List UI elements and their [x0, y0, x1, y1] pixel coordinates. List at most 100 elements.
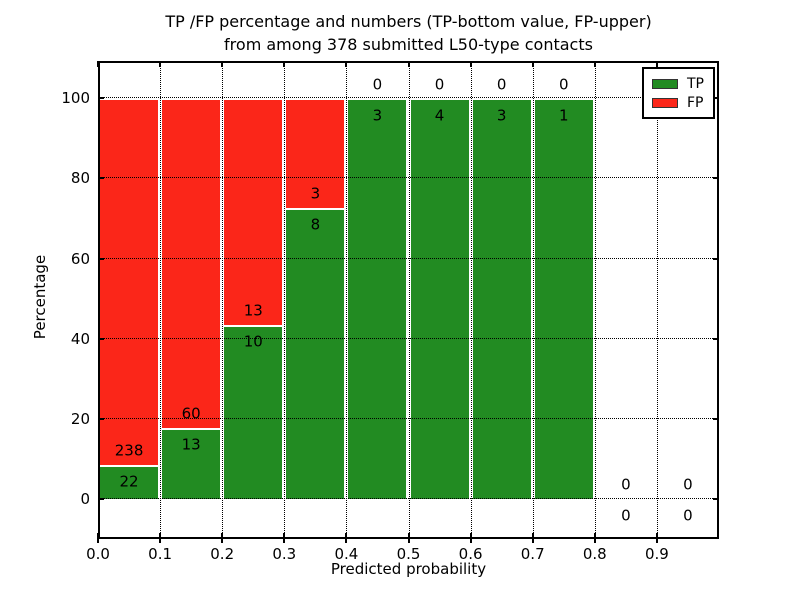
v-gridline	[470, 61, 472, 539]
bar-count-label-tp: 13	[181, 435, 201, 454]
bar-segment-fp	[98, 98, 161, 465]
bar-segment-fp	[160, 98, 223, 428]
x-tick-label: 0.6	[458, 545, 483, 563]
x-tick-mark	[469, 539, 472, 543]
bar-count-label-tp: 1	[558, 106, 569, 124]
x-tick-mark-top	[469, 61, 472, 67]
legend-entry-tp: TP	[652, 74, 704, 93]
y-tick-mark	[98, 177, 104, 180]
bar-count-label-tp: 22	[119, 472, 139, 491]
bar-count-label-fp: 0	[683, 475, 693, 494]
x-tick-mark	[221, 533, 224, 539]
x-tick-mark	[345, 539, 348, 543]
bar-count-label-tp: 3	[372, 106, 383, 124]
x-tick-mark	[593, 539, 596, 543]
x-tick-mark	[469, 533, 472, 539]
x-tick-mark-top	[159, 61, 162, 67]
bar-segment-tp	[470, 98, 533, 499]
x-tick-mark-top	[97, 61, 99, 67]
x-tick-label: 0.2	[210, 545, 235, 563]
bar-segment-fp	[222, 98, 285, 325]
bar-segment-tp	[408, 98, 471, 499]
bar-count-label-fp: 3	[310, 184, 321, 203]
x-tick-mark	[283, 539, 286, 543]
y-tick-mark-right	[713, 497, 719, 500]
chart-title-line1: TP /FP percentage and numbers (TP-bottom…	[165, 12, 652, 31]
bar-count-label-tp: 3	[496, 106, 507, 124]
y-tick-label: 20	[70, 409, 90, 428]
v-gridline	[408, 61, 410, 539]
x-tick-mark	[159, 539, 162, 543]
bar-count-label-tp: 4	[434, 106, 445, 124]
x-tick-mark	[655, 533, 658, 539]
x-tick-mark	[159, 533, 162, 539]
legend-label-fp: FP	[687, 94, 704, 111]
v-gridline	[346, 61, 348, 539]
bar-count-label-tp: 8	[310, 215, 321, 234]
x-tick-mark-top	[655, 61, 658, 67]
bar-count-label-fp: 13	[243, 301, 263, 320]
v-gridline	[656, 61, 658, 539]
x-tick-mark-top	[345, 61, 348, 67]
x-tick-mark-top	[593, 61, 596, 67]
x-tick-label: 0.8	[582, 545, 607, 563]
bar-segment-tp	[532, 98, 595, 499]
x-tick-label: 0.5	[396, 545, 421, 563]
legend: TP FP	[642, 67, 715, 119]
y-tick-mark-right	[713, 337, 719, 340]
x-tick-mark	[345, 533, 348, 539]
bar-count-label-fp: 60	[181, 404, 201, 423]
y-tick-mark	[98, 417, 104, 420]
y-tick-label: 80	[70, 169, 90, 188]
v-gridline	[594, 61, 596, 539]
y-tick-label: 40	[70, 329, 90, 348]
x-tick-label: 0.3	[272, 545, 297, 563]
v-gridline	[222, 61, 224, 539]
bar-count-label-tp: 0	[621, 506, 631, 525]
v-gridline	[284, 61, 286, 539]
y-tick-mark	[98, 97, 104, 100]
legend-entry-fp: FP	[652, 93, 704, 112]
bar-segment-tp	[284, 207, 347, 499]
x-tick-mark	[283, 533, 286, 539]
x-tick-mark-top	[407, 61, 410, 67]
y-tick-label: 60	[70, 249, 90, 268]
x-tick-mark	[593, 533, 596, 539]
bar-count-label-fp: 0	[372, 75, 383, 94]
bar-count-label-tp: 0	[683, 506, 693, 525]
x-tick-mark	[655, 539, 658, 543]
legend-label-tp: TP	[687, 75, 704, 92]
chart-title: TP /FP percentage and numbers (TP-bottom…	[98, 10, 719, 56]
x-tick-label: 0.9	[644, 545, 669, 563]
x-tick-mark	[407, 533, 410, 539]
bar-segment-tp	[160, 427, 223, 499]
x-tick-label: 0.4	[334, 545, 359, 563]
bar-count-label-fp: 0	[621, 475, 631, 494]
x-tick-mark-top	[221, 61, 224, 67]
v-gridline	[160, 61, 162, 539]
bar-count-label-fp: 238	[114, 441, 144, 460]
x-tick-mark	[531, 533, 534, 539]
y-tick-mark-right	[713, 417, 719, 420]
y-tick-mark-right	[713, 97, 719, 100]
y-tick-mark	[98, 337, 104, 340]
bar-segment-tp	[222, 324, 285, 499]
bar-count-label-fp: 0	[496, 75, 507, 94]
x-axis-label: Predicted probability	[330, 560, 487, 578]
x-tick-mark	[531, 539, 534, 543]
bar-segment-tp	[346, 98, 409, 499]
plot-area: 238 22 60 13 13 10 3 8 0 3 0 4 0 3 0 1 0 0 0 0 TP FP	[97, 61, 719, 543]
y-tick-mark	[98, 257, 104, 260]
chart-title-line2: from among 378 submitted L50-type contac…	[224, 35, 593, 54]
y-tick-label: 100	[61, 89, 90, 108]
y-tick-label: 0	[80, 489, 90, 508]
x-tick-label: 0.1	[148, 545, 173, 563]
y-tick-mark-right	[713, 177, 719, 180]
x-tick-mark	[407, 539, 410, 543]
x-tick-label: 0.7	[520, 545, 545, 563]
x-tick-mark	[221, 539, 224, 543]
x-tick-mark-top	[531, 61, 534, 67]
bar-count-label-fp: 0	[558, 75, 569, 94]
y-tick-mark	[98, 497, 104, 500]
